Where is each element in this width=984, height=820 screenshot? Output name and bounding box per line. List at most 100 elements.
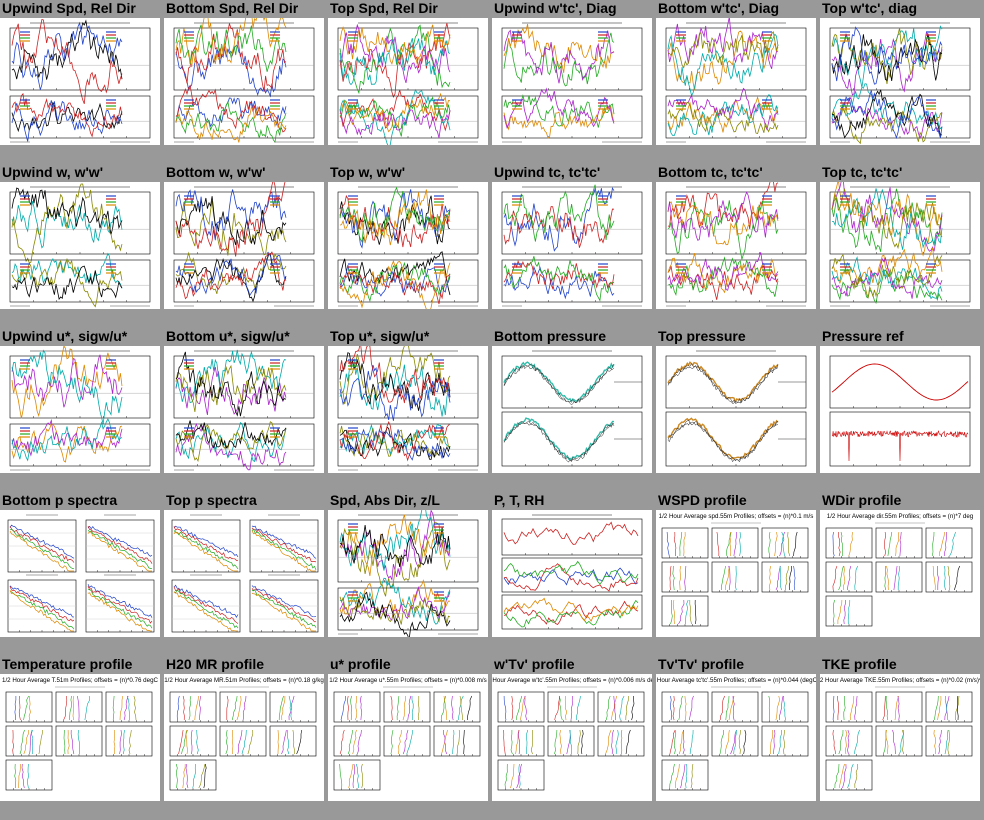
spectrum-line <box>9 530 74 572</box>
profile-line <box>843 696 846 721</box>
plot-thumbnail-link[interactable]: 1/2 Hour Average u*.55m Profiles; offset… <box>328 674 488 801</box>
profile-line <box>775 695 780 721</box>
profile-line <box>569 729 572 755</box>
plot-thumbnail-link[interactable] <box>0 510 160 637</box>
panel-upwind-tc-tc-tc: Upwind tc, tc'tc' <box>492 164 656 328</box>
plot-thumbnail-link[interactable] <box>0 346 160 473</box>
data-series-line <box>667 101 779 134</box>
panel-title: Bottom tc, tc'tc' <box>658 164 763 180</box>
profile-line <box>694 599 697 625</box>
profile-line <box>847 763 854 789</box>
profile-line <box>947 729 950 755</box>
profile-line <box>182 695 185 721</box>
profile-line <box>504 763 508 789</box>
profile-subplot-frame <box>711 691 759 723</box>
profile-line <box>729 531 732 557</box>
data-series-line <box>831 32 943 96</box>
profile-line <box>620 729 623 755</box>
plot-thumbnail-link[interactable]: 1/2 Hour Average TKE.55m Profiles; offse… <box>820 674 980 801</box>
plot-thumbnail-link[interactable] <box>656 182 816 309</box>
plot-thumbnail-link[interactable] <box>492 18 652 145</box>
plot-thumbnail-link[interactable] <box>820 182 980 309</box>
profile-line <box>30 729 34 755</box>
plot-thumbnail-link[interactable]: 1/2 Hour Average w'tc'.55m Profiles; off… <box>492 674 652 801</box>
plot-thumbnail-link[interactable] <box>164 510 324 637</box>
data-series-line <box>339 525 451 567</box>
spectrum-line <box>87 588 153 629</box>
plot-thumbnail-link[interactable] <box>328 510 488 637</box>
plot-thumbnail-link[interactable] <box>0 182 160 309</box>
plot-thumbnail-link[interactable] <box>164 182 324 309</box>
profile-line <box>188 695 192 721</box>
data-series-line <box>175 420 287 449</box>
profile-heading: 1/2 Hour Average w'tc'.55m Profiles; off… <box>492 677 652 684</box>
plot-thumbnail-link[interactable] <box>328 182 488 309</box>
profile-line <box>518 729 521 755</box>
plot-thumbnail-link[interactable] <box>164 18 324 145</box>
plot-thumbnail-link[interactable]: 1/2 Hour Average spd.55m Profiles; offse… <box>656 510 816 637</box>
profile-line <box>226 695 229 720</box>
data-series-line <box>175 196 287 246</box>
data-series-line <box>175 364 287 412</box>
profile-line <box>899 531 902 557</box>
plot-thumbnail-link[interactable] <box>820 346 980 473</box>
profile-line <box>937 565 939 590</box>
profile-subplot-frame <box>711 725 759 757</box>
data-series-line <box>667 200 779 260</box>
profile-line <box>938 729 942 755</box>
panel-h20-mr-profile: H20 MR profile 1/2 Hour Average MR.51m Pr… <box>164 656 328 820</box>
profile-line <box>292 729 295 755</box>
data-series-line <box>339 510 451 571</box>
profile-line <box>689 600 692 625</box>
profile-line <box>605 729 612 755</box>
profile-line <box>516 695 523 721</box>
plot-thumbnail-link[interactable]: 1/2 Hour Average MR.51m Profiles; offset… <box>164 674 324 801</box>
plot-thumbnail-image <box>173 182 315 307</box>
plot-thumbnail-link[interactable] <box>328 18 488 145</box>
profile-subplot-frame <box>269 691 317 723</box>
data-series-line <box>175 422 287 463</box>
data-series-line <box>503 206 615 248</box>
plot-thumbnail-image <box>9 346 151 471</box>
profile-line <box>775 565 781 591</box>
upper-plot-frame <box>337 519 479 583</box>
profile-line <box>787 531 791 557</box>
plot-thumbnail-link[interactable]: 1/2 Hour Average tc'tc'.55m Profiles; of… <box>656 674 816 801</box>
plot-thumbnail-link[interactable] <box>328 346 488 473</box>
plot-thumbnail-link[interactable] <box>164 346 324 473</box>
profile-subplot-frame <box>5 691 53 723</box>
profile-line <box>176 695 180 721</box>
data-series-line <box>831 256 943 299</box>
plot-thumbnail-link[interactable] <box>656 346 816 473</box>
plot-thumbnail-link[interactable]: 1/2 Hour Average T.51m Profiles; offsets… <box>0 674 160 801</box>
panel-title: Bottom Spd, Rel Dir <box>166 0 299 16</box>
plot-thumbnail-link[interactable] <box>492 182 652 309</box>
profile-line <box>402 696 406 721</box>
plot-thumbnail-link[interactable] <box>656 18 816 145</box>
data-series-line <box>667 31 779 69</box>
profile-line <box>278 695 284 721</box>
profile-line <box>778 730 782 755</box>
profile-line <box>411 696 414 721</box>
profile-subplot-frame <box>761 725 809 757</box>
profile-subplot-frame <box>761 561 809 593</box>
profile-line <box>23 695 29 721</box>
profile-line <box>360 763 364 789</box>
panel-upwind-w-tc-diag: Upwind w'tc', Diag <box>492 0 656 164</box>
profile-line <box>793 531 798 557</box>
panel-title: Upwind Spd, Rel Dir <box>2 0 136 16</box>
data-series-line <box>831 96 943 140</box>
plot-thumbnail-link[interactable] <box>492 346 652 473</box>
pressure-series-line <box>503 420 614 462</box>
profile-line <box>679 531 683 557</box>
plot-thumbnail-link[interactable] <box>492 510 652 637</box>
plot-thumbnail-link[interactable]: 1/2 Hour Average dir.55m Profiles; offse… <box>820 510 980 637</box>
profile-line <box>937 695 942 721</box>
data-series-line <box>831 26 943 85</box>
plot-thumbnail-link[interactable] <box>0 18 160 145</box>
profile-line <box>185 729 188 755</box>
panel-bottom-pressure: Bottom pressure <box>492 328 656 492</box>
plot-thumbnail-link[interactable] <box>820 18 980 145</box>
profile-line <box>396 695 400 721</box>
data-series-line <box>831 188 943 253</box>
